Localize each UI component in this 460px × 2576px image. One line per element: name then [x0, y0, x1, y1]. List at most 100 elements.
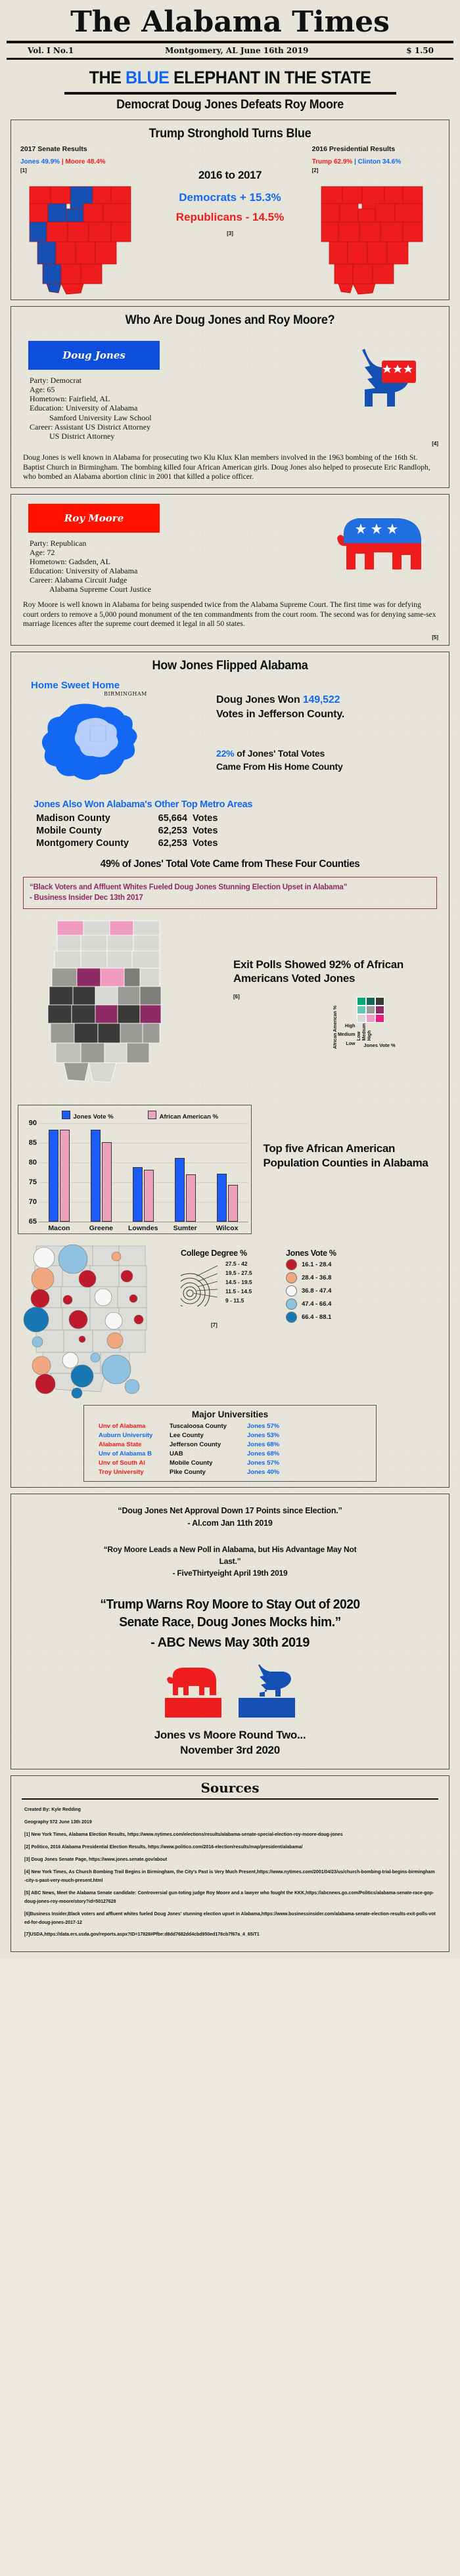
bivariate-choropleth-map — [47, 920, 162, 1082]
moore-card-left: Roy Moore Party: Republican Age: 72 Home… — [11, 495, 324, 594]
business-insider-quote: “Black Voters and Affluent Whites Fueled… — [23, 877, 437, 909]
university-row: Troy University Pike County Jones 40% — [84, 1468, 376, 1477]
university-name: Unv of Alabama B — [99, 1450, 152, 1457]
color-bin: 36.8 - 47.4 — [286, 1285, 331, 1297]
bar-group — [90, 1129, 112, 1222]
sub-headline: Democrat Doug Jones Defeats Roy Moore — [116, 98, 344, 112]
stat-number: 149,522 — [302, 694, 340, 705]
x-tick: Macon — [48, 1224, 70, 1232]
main-headline: THE BLUE ELEPHANT IN THE STATE — [16, 68, 444, 88]
four-counties-stat: 49% of Jones' Total Vote Came from These… — [100, 858, 360, 870]
round-two-line2: November 3rd 2020 — [180, 1744, 280, 1757]
nested-circles-icon — [181, 1265, 218, 1306]
stat-prefix: Doug Jones Won — [216, 694, 303, 705]
label-2017-senate: 2017 Senate Results — [20, 145, 87, 153]
color-dot — [286, 1258, 297, 1270]
legend-cell — [375, 997, 385, 1006]
panel-how-flipped: How Jones Flipped Alabama Home Sweet Hom… — [11, 651, 449, 1488]
sep-2016: | — [352, 158, 358, 166]
cite-6: [6] — [233, 994, 240, 1000]
sources-title: Sources — [200, 1780, 260, 1796]
legend-jones: Jones Vote % — [61, 1110, 114, 1121]
y-tick: 65 — [28, 1217, 37, 1226]
home-county-pct: 22% — [216, 748, 235, 759]
university-row: Auburn University Lee County Jones 53% — [84, 1431, 376, 1440]
small-elephant-icon — [167, 1668, 216, 1696]
legend-row-medium: Medium — [337, 1033, 356, 1038]
exit-poll-heading: Exit Polls Showed 92% of African America… — [233, 958, 403, 985]
map-col-2017: 2017 Senate Results Jones 49.9% | Moore … — [20, 145, 148, 300]
legend-cell — [357, 1014, 367, 1023]
metro-row-montgomery: Montgomery County 62,253 Votes — [36, 837, 449, 850]
moore-bio-list: Party: Republican Age: 72 Hometown: Gads… — [30, 539, 324, 594]
quote-1: “Doug Jones Net Approval Down 17 Points … — [37, 1505, 423, 1530]
bar-group — [216, 1174, 238, 1222]
legend-label-jones: Jones Vote % — [73, 1113, 114, 1121]
republican-elephant-icon — [337, 518, 421, 569]
legend-cell — [357, 1006, 367, 1014]
bar — [174, 1157, 185, 1222]
round-two-caption: Jones vs Moore Round Two... November 3rd… — [11, 1728, 449, 1758]
color-bin: 66.4 - 88.1 — [286, 1311, 331, 1323]
chart-bars-area — [38, 1122, 248, 1222]
color-bin-label: 36.8 - 47.4 — [302, 1287, 332, 1295]
y-tick: 75 — [28, 1178, 37, 1186]
jones-paragraph: Doug Jones is well known in Alabama for … — [23, 453, 430, 481]
moore-card: Roy Moore Party: Republican Age: 72 Home… — [11, 495, 449, 594]
infographic-page: The Alabama Times Vol. I No.1 Montgomery… — [0, 0, 460, 1953]
jefferson-county-map — [41, 703, 137, 780]
chart-plot: 90 85 80 75 70 65 — [21, 1119, 248, 1226]
small-donkey-icon — [258, 1664, 291, 1697]
moore-card-right — [324, 495, 449, 594]
jefferson-votes-stat: Doug Jones Won 149,522 Votes in Jefferson… — [216, 693, 433, 721]
university-name: Alabama State — [99, 1440, 142, 1448]
blue-pedestal — [239, 1698, 295, 1718]
panel-pull-quotes: “Doug Jones Net Approval Down 17 Points … — [11, 1493, 449, 1770]
cite-4: [4] — [432, 441, 438, 447]
jones-career-2: US District Attorney — [49, 431, 115, 441]
y-tick: 90 — [28, 1119, 37, 1127]
headline-pre: THE — [89, 68, 126, 87]
legend-cell — [366, 1014, 376, 1023]
jones-pct: Jones 49.9% — [20, 158, 60, 166]
cite-1: [1] — [20, 167, 27, 173]
label-2016-presidential: 2016 Presidential Results — [311, 145, 396, 153]
university-name: Auburn University — [99, 1431, 153, 1439]
moore-name-plate: Roy Moore — [28, 503, 160, 533]
legend-cell — [375, 1014, 385, 1023]
university-jones-pct: Jones 53% — [247, 1431, 280, 1439]
moore-career-2: Alabama Supreme Court Justice — [49, 585, 151, 594]
quote-1-source: - Al.com Jan 11th 2019 — [187, 1518, 273, 1528]
jones-card-left: Doug Jones Party: Democrat Age: 65 Homet… — [11, 332, 324, 441]
university-name: Troy University — [99, 1468, 144, 1476]
jones-education: Education: University of Alabama — [30, 403, 138, 413]
moore-pct: Moore 48.4% — [65, 158, 106, 166]
sep-2017: | — [60, 158, 66, 166]
cite-2: [2] — [311, 167, 319, 173]
stat-suffix: Votes in Jefferson County. — [216, 708, 345, 720]
round-two-pedestals — [11, 1698, 449, 1718]
bubble-legend-body: 27.5 - 42 19.5 - 27.5 14.5 - 19.5 11.5 -… — [181, 1258, 444, 1325]
metro-county-unit: Votes — [193, 838, 218, 849]
university-jones-pct: Jones 68% — [247, 1450, 280, 1457]
legend-swatch-aa — [147, 1110, 156, 1119]
color-bin: 16.1 - 28.4 — [286, 1258, 331, 1270]
panel-title-who: Who Are Doug Jones and Roy Moore? — [125, 313, 335, 327]
masthead-volume: Vol. I No.1 — [28, 46, 74, 55]
university-county: UAB — [170, 1450, 183, 1457]
bar — [59, 1129, 70, 1222]
headline-accent: BLUE — [125, 68, 170, 87]
legend-row-high: High — [344, 1023, 356, 1029]
bar — [143, 1170, 154, 1222]
panel-title-stronghold: Trump Stronghold Turns Blue — [149, 127, 311, 141]
legend-cell — [366, 1006, 376, 1014]
legend-row-low: Low — [346, 1041, 356, 1046]
quote-text: “Black Voters and Affluent Whites Fueled… — [30, 883, 348, 892]
masthead-place-date: Montgomery, AL June 16th 2019 — [165, 46, 309, 55]
metro-county-unit: Votes — [193, 812, 218, 824]
university-county: Tuscaloosa County — [170, 1422, 227, 1430]
x-tick: Lowndes — [128, 1224, 158, 1232]
map-col-2016: 2016 Presidential Results Trump 62.9% | … — [312, 145, 440, 300]
masthead-info-bar: Vol. I No.1 Montgomery, AL June 16th 201… — [0, 43, 460, 58]
y-tick: 80 — [28, 1158, 37, 1166]
